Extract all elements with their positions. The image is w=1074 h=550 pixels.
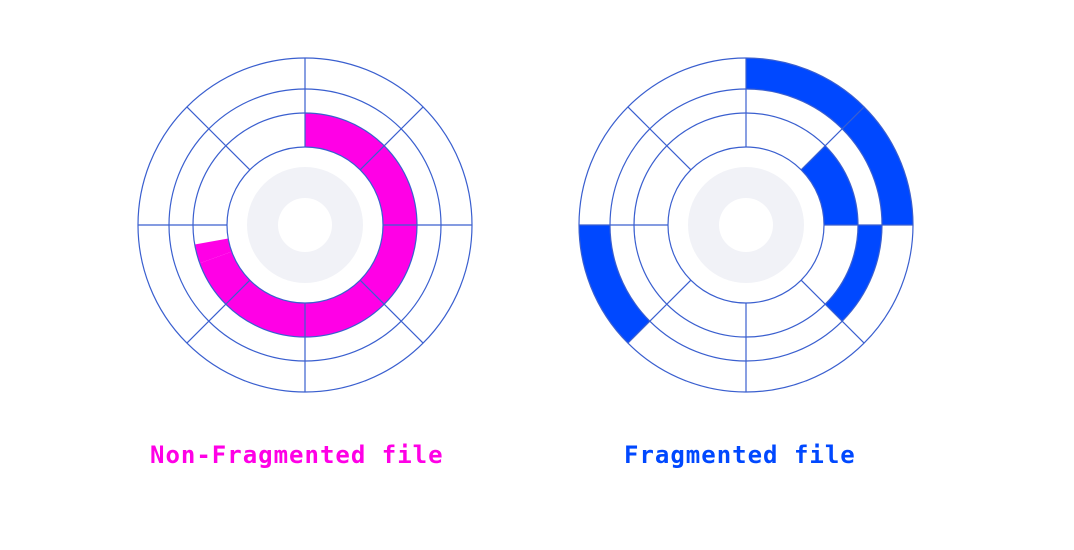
sector-divider-4 — [359, 279, 424, 344]
disk-spindle-hole — [278, 198, 332, 252]
sector-divider-2 — [800, 106, 865, 171]
non-fragmented-caption: Non-Fragmented file — [150, 441, 444, 469]
file-block-4 — [579, 225, 650, 344]
file-block-1 — [199, 113, 417, 337]
fragmented-caption: Fragmented file — [624, 441, 856, 469]
file-block-2 — [194, 238, 232, 264]
sector-divider-8 — [627, 106, 692, 171]
file-block-1 — [746, 58, 913, 225]
sector-divider-6 — [627, 279, 692, 344]
sector-divider-6 — [186, 279, 251, 344]
file-block-2 — [801, 145, 858, 225]
disk-spindle-hole — [719, 198, 773, 252]
sector-divider-8 — [186, 106, 251, 171]
file-block-3 — [825, 225, 882, 322]
sector-divider-2 — [359, 106, 424, 171]
sector-divider-4 — [800, 279, 865, 344]
non-fragmented-disk — [137, 57, 473, 393]
fragmented-disk — [578, 57, 914, 393]
